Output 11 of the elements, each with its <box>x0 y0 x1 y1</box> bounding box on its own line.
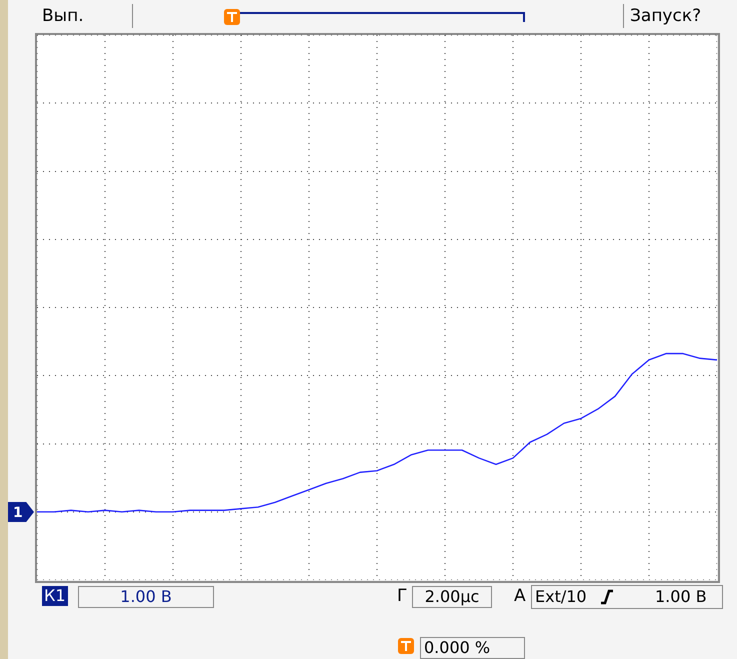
text: К1 <box>42 586 68 606</box>
text: 1.00 В <box>655 587 707 607</box>
text: 1 <box>13 504 23 523</box>
text: 2.00µс <box>412 586 492 608</box>
text: A <box>514 586 526 606</box>
text: Вып. <box>42 6 84 26</box>
text: 1.00 В <box>78 586 214 608</box>
text: Ext/10 <box>535 587 587 607</box>
text: 0.000 % <box>420 637 525 659</box>
text: Запуск? <box>630 6 702 26</box>
text: Г <box>397 586 408 606</box>
